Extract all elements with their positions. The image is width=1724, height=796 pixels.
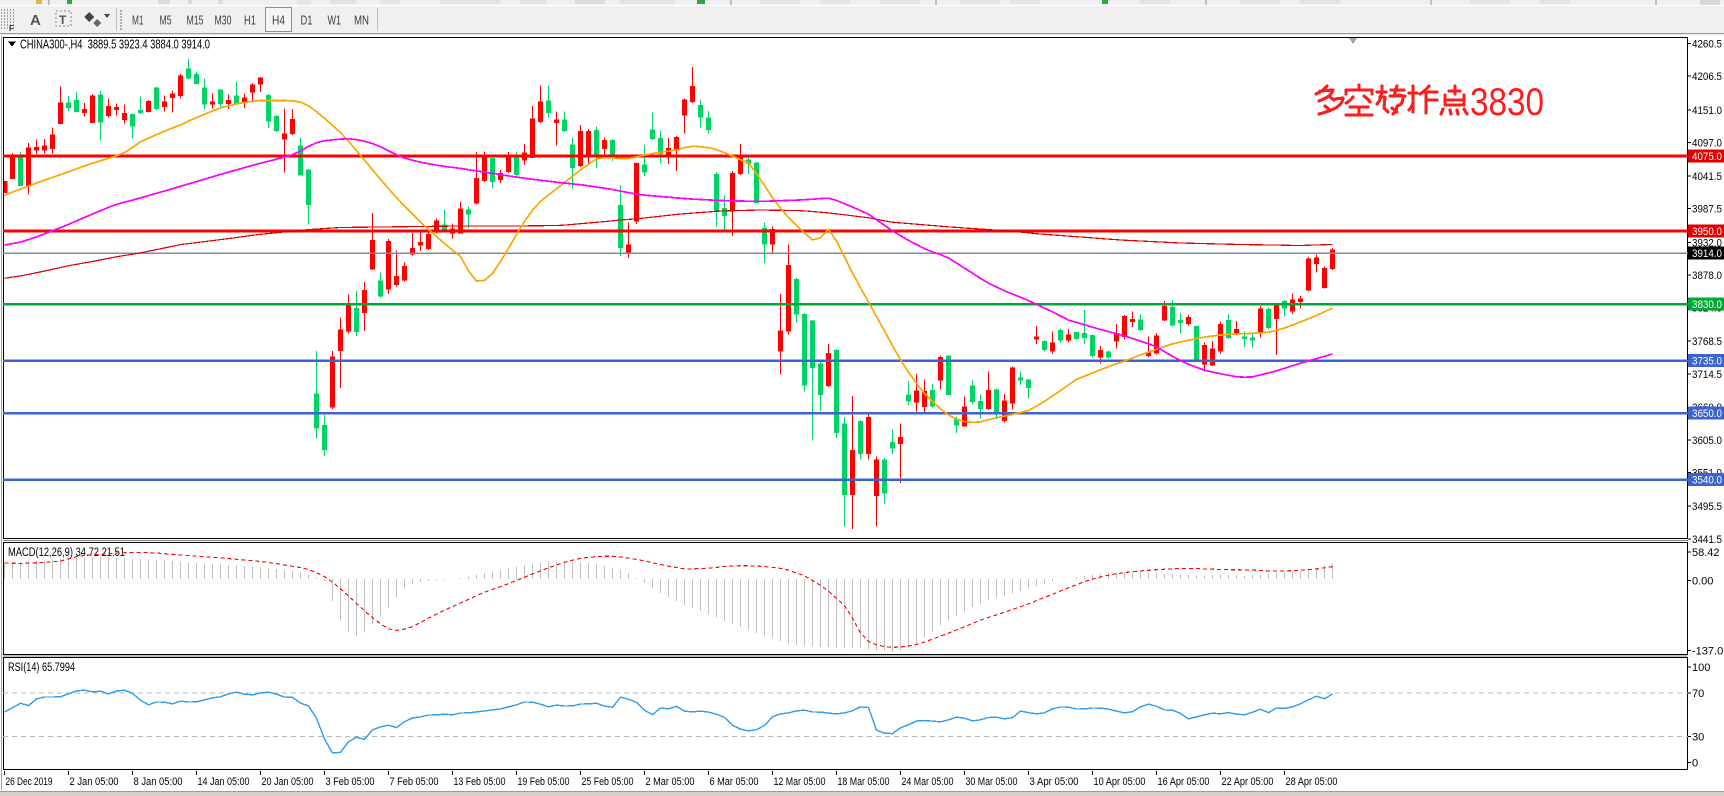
svg-text:3878.0: 3878.0 bbox=[1692, 270, 1722, 282]
svg-text:24 Mar 05:00: 24 Mar 05:00 bbox=[902, 776, 954, 788]
svg-text:6 Mar 05:00: 6 Mar 05:00 bbox=[710, 776, 759, 788]
svg-text:0.00: 0.00 bbox=[1692, 576, 1713, 588]
svg-text:3914.0: 3914.0 bbox=[1692, 248, 1722, 260]
svg-text:8 Jan 05:00: 8 Jan 05:00 bbox=[134, 776, 183, 788]
svg-text:14 Jan 05:00: 14 Jan 05:00 bbox=[198, 776, 250, 788]
svg-text:30 Mar 05:00: 30 Mar 05:00 bbox=[966, 776, 1018, 788]
svg-text:W1: W1 bbox=[328, 13, 342, 28]
svg-text:100: 100 bbox=[1692, 662, 1710, 674]
svg-text:12 Mar 05:00: 12 Mar 05:00 bbox=[774, 776, 826, 788]
svg-text:3950.0: 3950.0 bbox=[1692, 226, 1722, 238]
svg-text:19 Feb 05:00: 19 Feb 05:00 bbox=[518, 776, 570, 788]
svg-text:28 Apr 05:00: 28 Apr 05:00 bbox=[1286, 776, 1338, 788]
svg-text:30: 30 bbox=[1692, 732, 1704, 744]
svg-text:4097.0: 4097.0 bbox=[1692, 138, 1722, 150]
svg-text:3540.0: 3540.0 bbox=[1692, 475, 1722, 487]
svg-text:2 Jan 05:00: 2 Jan 05:00 bbox=[70, 776, 119, 788]
svg-text:F: F bbox=[9, 24, 14, 33]
svg-text:A: A bbox=[30, 12, 41, 29]
svg-text:3768.5: 3768.5 bbox=[1692, 336, 1722, 348]
svg-text:4260.5: 4260.5 bbox=[1692, 39, 1722, 51]
svg-text:3 Apr 05:00: 3 Apr 05:00 bbox=[1030, 776, 1079, 788]
svg-text:26 Dec 2019: 26 Dec 2019 bbox=[6, 776, 53, 788]
svg-text:3605.0: 3605.0 bbox=[1692, 435, 1722, 447]
svg-text:CHINA300-,H4 3889.5 3923.4 38: CHINA300-,H4 3889.5 3923.4 3884.0 3914.0 bbox=[20, 38, 210, 52]
svg-text:M30: M30 bbox=[215, 13, 232, 28]
svg-text:H4: H4 bbox=[272, 13, 285, 28]
svg-text:-137.09: -137.09 bbox=[1692, 646, 1724, 658]
svg-text:4075.0: 4075.0 bbox=[1692, 151, 1722, 163]
svg-text:3495.5: 3495.5 bbox=[1692, 501, 1722, 513]
svg-text:H1: H1 bbox=[244, 13, 256, 28]
svg-text:58.42: 58.42 bbox=[1692, 547, 1720, 559]
svg-text:4206.5: 4206.5 bbox=[1692, 71, 1722, 83]
svg-text:20 Jan 05:00: 20 Jan 05:00 bbox=[262, 776, 314, 788]
svg-text:T: T bbox=[59, 13, 67, 27]
svg-text:25 Feb 05:00: 25 Feb 05:00 bbox=[582, 776, 634, 788]
svg-text:3830: 3830 bbox=[1470, 81, 1544, 124]
svg-text:D1: D1 bbox=[301, 13, 313, 28]
svg-text:13 Feb 05:00: 13 Feb 05:00 bbox=[454, 776, 506, 788]
svg-text:M5: M5 bbox=[160, 13, 172, 28]
svg-text:10 Apr 05:00: 10 Apr 05:00 bbox=[1094, 776, 1146, 788]
svg-text:3714.5: 3714.5 bbox=[1692, 369, 1722, 381]
svg-text:M15: M15 bbox=[187, 13, 204, 28]
svg-text:3 Feb 05:00: 3 Feb 05:00 bbox=[326, 776, 375, 788]
svg-text:22 Apr 05:00: 22 Apr 05:00 bbox=[1222, 776, 1274, 788]
svg-text:M1: M1 bbox=[132, 13, 144, 28]
svg-text:70: 70 bbox=[1692, 688, 1704, 700]
svg-text:18 Mar 05:00: 18 Mar 05:00 bbox=[838, 776, 890, 788]
svg-text:7 Feb 05:00: 7 Feb 05:00 bbox=[390, 776, 439, 788]
svg-text:3932.0: 3932.0 bbox=[1692, 237, 1722, 249]
svg-text:3830.0: 3830.0 bbox=[1692, 299, 1722, 311]
svg-text:MN: MN bbox=[354, 13, 369, 28]
svg-text:4041.5: 4041.5 bbox=[1692, 171, 1722, 183]
svg-text:4151.0: 4151.0 bbox=[1692, 105, 1722, 117]
svg-text:MACD(12,26,9) 34.72 21.51: MACD(12,26,9) 34.72 21.51 bbox=[8, 547, 125, 559]
svg-text:2 Mar 05:00: 2 Mar 05:00 bbox=[646, 776, 695, 788]
svg-text:3987.5: 3987.5 bbox=[1692, 204, 1722, 216]
svg-text:3735.0: 3735.0 bbox=[1692, 356, 1722, 368]
svg-text:16 Apr 05:00: 16 Apr 05:00 bbox=[1158, 776, 1210, 788]
svg-text:0: 0 bbox=[1692, 758, 1698, 770]
svg-text:RSI(14) 65.7994: RSI(14) 65.7994 bbox=[8, 662, 75, 674]
svg-text:3650.0: 3650.0 bbox=[1692, 408, 1722, 420]
svg-text:3441.5: 3441.5 bbox=[1692, 534, 1722, 546]
